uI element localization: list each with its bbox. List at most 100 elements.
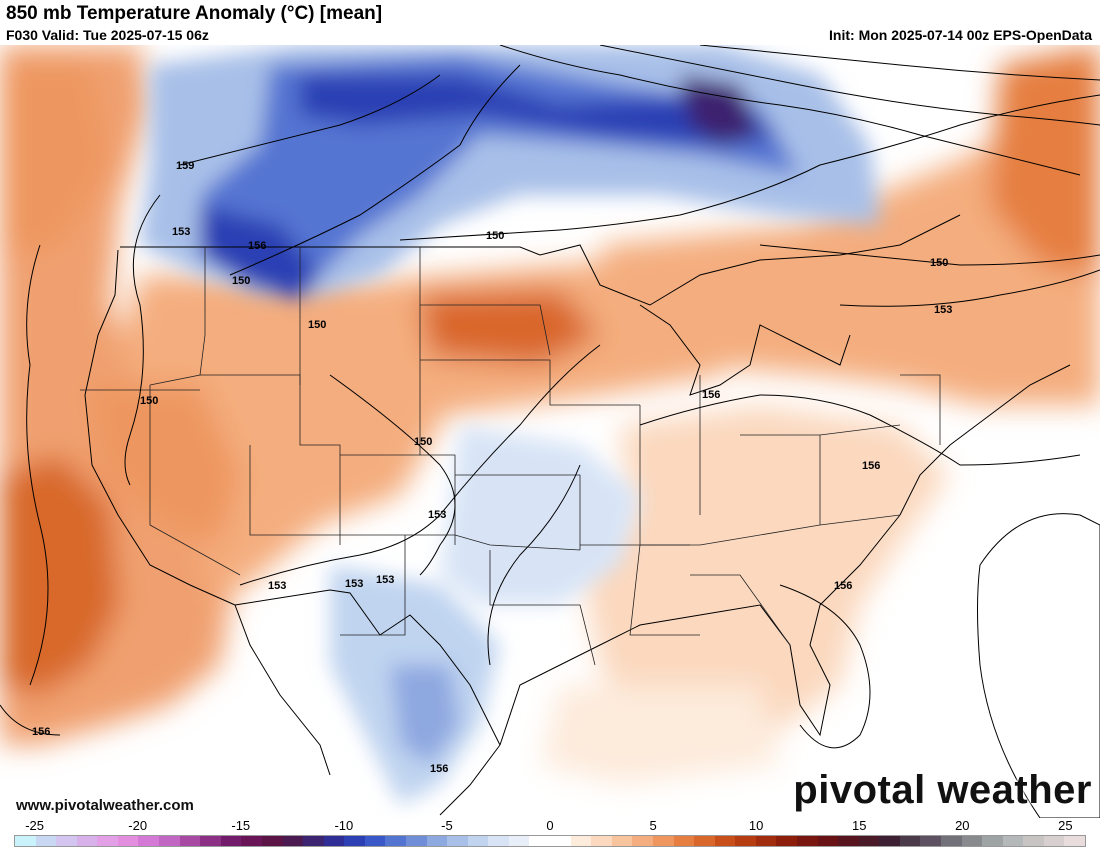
colorbar-swatch	[426, 836, 448, 846]
colorbar-swatch	[220, 836, 242, 846]
colorbar-swatch	[138, 836, 160, 846]
colorbar-swatch	[323, 836, 345, 846]
colorbar-tick: 25	[1058, 818, 1073, 833]
colorbar-swatch	[858, 836, 880, 846]
contour-156-east	[639, 394, 1081, 466]
colorbar-swatch	[282, 836, 304, 846]
anomaly-shading	[0, 45, 1100, 785]
contour-label: 156	[430, 763, 448, 775]
init-time: Init: Mon 2025-07-14 00z EPS-OpenData	[829, 27, 1092, 43]
contour-150-plains	[229, 64, 521, 276]
colorbar-ticks: -25 -20 -15 -10 -5 0 5 10 15 20 25	[0, 818, 1100, 834]
colorbar-swatch	[899, 836, 921, 846]
contour-plains-2	[179, 74, 441, 166]
contour-label: 150	[308, 319, 326, 331]
contour-150-north	[399, 94, 1100, 241]
colorbar-swatch	[776, 836, 797, 846]
colorbar-swatch	[303, 836, 324, 846]
colorbar-swatch	[1023, 836, 1044, 846]
contour-north-1	[499, 45, 1081, 176]
contour-label: 153	[428, 509, 446, 521]
contour-156-west	[0, 704, 61, 736]
colorbar-swatch	[550, 836, 571, 846]
contour-north-2	[599, 45, 1100, 126]
colorbar-swatch	[632, 836, 653, 846]
colorbar-swatch	[1064, 836, 1086, 846]
dakotas-warm-core	[420, 290, 600, 365]
colorbar-swatch	[570, 836, 592, 846]
colorbar-swatch	[529, 836, 551, 846]
us-west-coast	[84, 249, 236, 606]
colorbar-swatch	[755, 836, 777, 846]
colorbar-tick: 5	[649, 818, 657, 833]
colorbar-swatch	[735, 836, 756, 846]
colorbar-swatch	[508, 836, 530, 846]
colorbar-swatch	[117, 836, 139, 846]
baja-coast	[234, 604, 331, 776]
contour-label: 150	[930, 257, 948, 269]
brand-logo: pivotal weather	[793, 768, 1092, 812]
colorbar-swatch	[344, 836, 365, 846]
great-basin-warm	[90, 385, 240, 545]
contour-labels: 159 153 156 150 150 150 150 150 150 153 …	[32, 160, 952, 775]
colorbar-swatch	[1043, 836, 1065, 846]
pacific-warm-core	[0, 455, 120, 695]
colorbar-tick: 10	[748, 818, 764, 833]
colorbar-swatch	[97, 836, 118, 846]
northwest-warm-area	[0, 65, 110, 255]
contour-150-east	[759, 244, 1100, 266]
height-contours	[0, 45, 1100, 818]
colorbar-tick: -5	[441, 818, 453, 833]
website-url: www.pivotalweather.com	[16, 797, 194, 814]
contour-label: 153	[172, 226, 190, 238]
contour-label: 156	[862, 460, 880, 472]
southeast-pale-warm	[580, 405, 950, 745]
contour-153-west	[26, 244, 49, 686]
contour-label: 150	[140, 395, 158, 407]
contour-label: 150	[486, 230, 504, 242]
colorbar-swatch	[941, 836, 962, 846]
colorbar-tick: 0	[546, 818, 554, 833]
colorbar-swatch	[488, 836, 509, 846]
colorbar-swatch	[364, 836, 386, 846]
contour-north-3	[699, 45, 1100, 81]
contour-156-gulf	[779, 584, 871, 749]
colorbar-tick: 15	[851, 818, 867, 833]
contour-153-south	[239, 344, 601, 586]
contour-label: 153	[934, 304, 952, 316]
colorbar-swatch	[611, 836, 633, 846]
colorbar-swatch	[961, 836, 983, 846]
hudson-cold-core	[300, 75, 780, 145]
contour-150-central	[329, 374, 456, 576]
colorbar-swatch	[982, 836, 1003, 846]
colorbar-swatch	[694, 836, 715, 846]
mexico-east-coast	[439, 744, 501, 816]
map-title: 850 mb Temperature Anomaly (°C) [mean]	[6, 3, 383, 24]
contour-label: 156	[834, 580, 852, 592]
colorbar	[14, 835, 1086, 847]
colorbar-swatch	[241, 836, 262, 846]
colorbar-swatch	[817, 836, 839, 846]
contour-label: 159	[176, 160, 194, 172]
us-canada-border	[120, 214, 961, 306]
contour-label: 150	[414, 436, 432, 448]
us-mexico-border	[234, 589, 501, 746]
anomaly-map: 159 153 156 150 150 150 150 150 150 153 …	[0, 45, 1100, 818]
colorbar-swatch	[652, 836, 674, 846]
contour-label: 156	[702, 389, 720, 401]
colorbar-swatch	[1002, 836, 1024, 846]
colorbar-tick: -10	[334, 818, 354, 833]
colorbar-swatch	[714, 836, 736, 846]
contour-label: 153	[345, 578, 363, 590]
valid-time: F030 Valid: Tue 2025-07-15 06z	[6, 27, 209, 43]
contour-label: 153	[268, 580, 286, 592]
east-coast	[899, 364, 1071, 516]
contour-label: 150	[232, 275, 250, 287]
colorbar-tick: -25	[25, 818, 45, 833]
colorbar-tick: -20	[128, 818, 148, 833]
colorbar-swatch	[35, 836, 57, 846]
contour-plains-3	[487, 464, 581, 666]
contour-label: 153	[376, 574, 394, 586]
colorbar-swatch	[200, 836, 221, 846]
contour-label: 156	[32, 726, 50, 738]
